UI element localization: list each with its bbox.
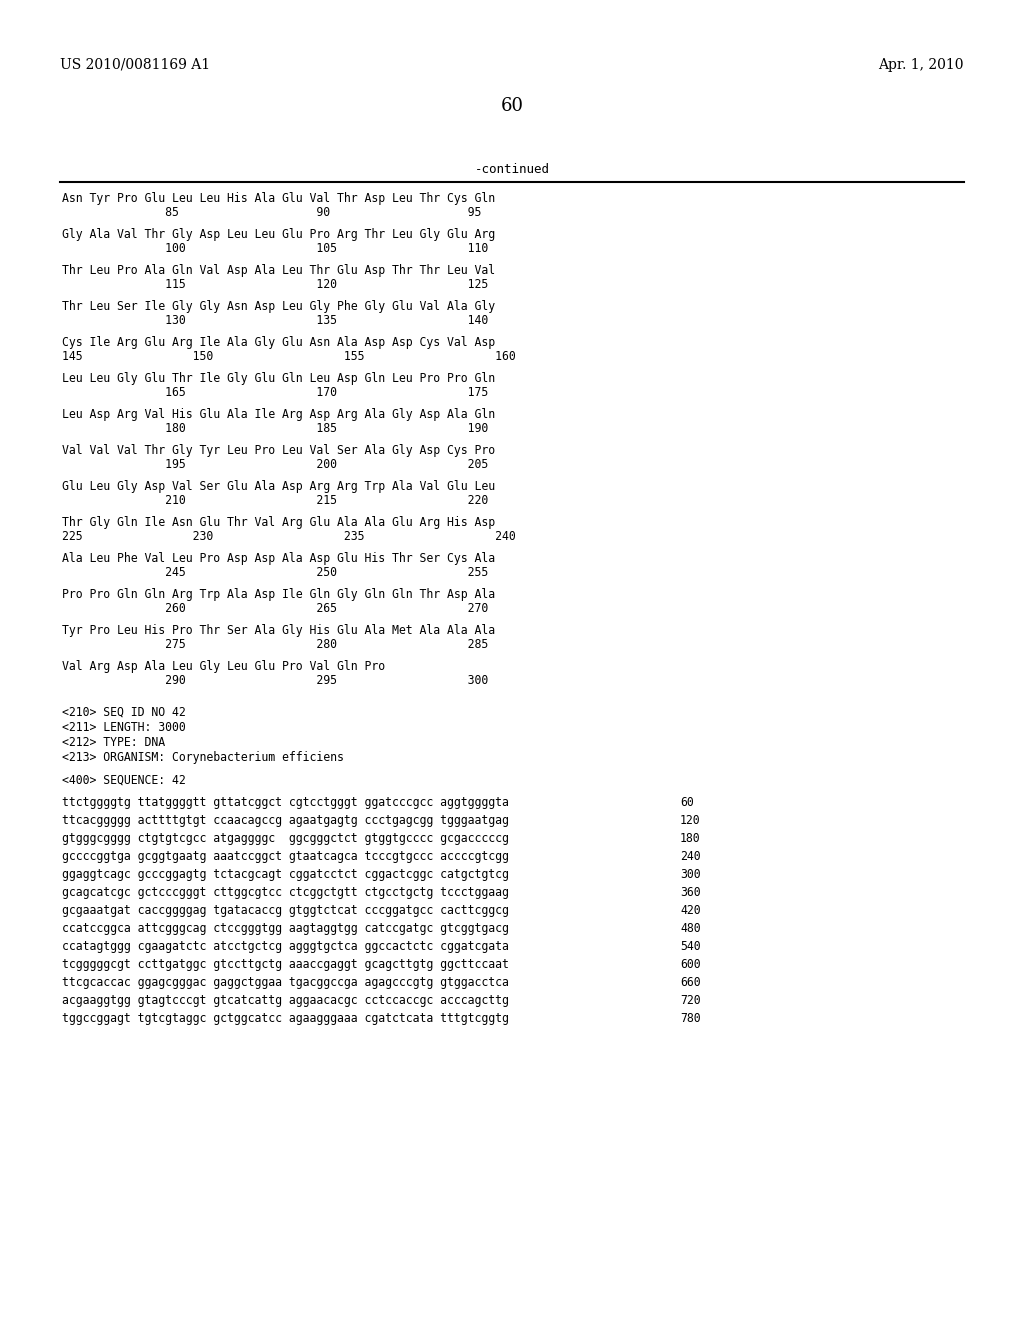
Text: 660: 660 bbox=[680, 975, 700, 989]
Text: 60: 60 bbox=[680, 796, 693, 809]
Text: 145                150                   155                   160: 145 150 155 160 bbox=[62, 350, 516, 363]
Text: 420: 420 bbox=[680, 904, 700, 917]
Text: gtgggcgggg ctgtgtcgcc atgaggggc  ggcgggctct gtggtgcccc gcgacccccg: gtgggcgggg ctgtgtcgcc atgaggggc ggcgggct… bbox=[62, 832, 509, 845]
Text: Ala Leu Phe Val Leu Pro Asp Asp Ala Asp Glu His Thr Ser Cys Ala: Ala Leu Phe Val Leu Pro Asp Asp Ala Asp … bbox=[62, 552, 496, 565]
Text: Gly Ala Val Thr Gly Asp Leu Leu Glu Pro Arg Thr Leu Gly Glu Arg: Gly Ala Val Thr Gly Asp Leu Leu Glu Pro … bbox=[62, 228, 496, 242]
Text: 120: 120 bbox=[680, 814, 700, 828]
Text: 60: 60 bbox=[501, 96, 523, 115]
Text: Glu Leu Gly Asp Val Ser Glu Ala Asp Arg Arg Trp Ala Val Glu Leu: Glu Leu Gly Asp Val Ser Glu Ala Asp Arg … bbox=[62, 480, 496, 492]
Text: 180                   185                   190: 180 185 190 bbox=[62, 422, 488, 436]
Text: <400> SEQUENCE: 42: <400> SEQUENCE: 42 bbox=[62, 774, 185, 787]
Text: 85                    90                    95: 85 90 95 bbox=[62, 206, 481, 219]
Text: 115                   120                   125: 115 120 125 bbox=[62, 279, 488, 290]
Text: 780: 780 bbox=[680, 1012, 700, 1026]
Text: 300: 300 bbox=[680, 869, 700, 880]
Text: 260                   265                   270: 260 265 270 bbox=[62, 602, 488, 615]
Text: tcgggggcgt ccttgatggc gtccttgctg aaaccgaggt gcagcttgtg ggcttccaat: tcgggggcgt ccttgatggc gtccttgctg aaaccga… bbox=[62, 958, 509, 972]
Text: 210                   215                   220: 210 215 220 bbox=[62, 494, 488, 507]
Text: 720: 720 bbox=[680, 994, 700, 1007]
Text: -continued: -continued bbox=[474, 162, 550, 176]
Text: US 2010/0081169 A1: US 2010/0081169 A1 bbox=[60, 58, 210, 73]
Text: 225                230                   235                   240: 225 230 235 240 bbox=[62, 531, 516, 543]
Text: Leu Asp Arg Val His Glu Ala Ile Arg Asp Arg Ala Gly Asp Ala Gln: Leu Asp Arg Val His Glu Ala Ile Arg Asp … bbox=[62, 408, 496, 421]
Text: 600: 600 bbox=[680, 958, 700, 972]
Text: 195                   200                   205: 195 200 205 bbox=[62, 458, 488, 471]
Text: 360: 360 bbox=[680, 886, 700, 899]
Text: 480: 480 bbox=[680, 921, 700, 935]
Text: Pro Pro Gln Gln Arg Trp Ala Asp Ile Gln Gly Gln Gln Thr Asp Ala: Pro Pro Gln Gln Arg Trp Ala Asp Ile Gln … bbox=[62, 587, 496, 601]
Text: <211> LENGTH: 3000: <211> LENGTH: 3000 bbox=[62, 721, 185, 734]
Text: Cys Ile Arg Glu Arg Ile Ala Gly Glu Asn Ala Asp Asp Cys Val Asp: Cys Ile Arg Glu Arg Ile Ala Gly Glu Asn … bbox=[62, 337, 496, 348]
Text: 240: 240 bbox=[680, 850, 700, 863]
Text: gccccggtga gcggtgaatg aaatccggct gtaatcagca tcccgtgccc accccgtcgg: gccccggtga gcggtgaatg aaatccggct gtaatca… bbox=[62, 850, 509, 863]
Text: Thr Leu Ser Ile Gly Gly Asn Asp Leu Gly Phe Gly Glu Val Ala Gly: Thr Leu Ser Ile Gly Gly Asn Asp Leu Gly … bbox=[62, 300, 496, 313]
Text: ttcacggggg acttttgtgt ccaacagccg agaatgagtg ccctgagcgg tgggaatgag: ttcacggggg acttttgtgt ccaacagccg agaatga… bbox=[62, 814, 509, 828]
Text: <213> ORGANISM: Corynebacterium efficiens: <213> ORGANISM: Corynebacterium efficien… bbox=[62, 751, 344, 764]
Text: Thr Leu Pro Ala Gln Val Asp Ala Leu Thr Glu Asp Thr Thr Leu Val: Thr Leu Pro Ala Gln Val Asp Ala Leu Thr … bbox=[62, 264, 496, 277]
Text: Val Val Val Thr Gly Tyr Leu Pro Leu Val Ser Ala Gly Asp Cys Pro: Val Val Val Thr Gly Tyr Leu Pro Leu Val … bbox=[62, 444, 496, 457]
Text: ccatagtggg cgaagatctc atcctgctcg agggtgctca ggccactctc cggatcgata: ccatagtggg cgaagatctc atcctgctcg agggtgc… bbox=[62, 940, 509, 953]
Text: acgaaggtgg gtagtcccgt gtcatcattg aggaacacgc cctccaccgc acccagcttg: acgaaggtgg gtagtcccgt gtcatcattg aggaaca… bbox=[62, 994, 509, 1007]
Text: 100                   105                   110: 100 105 110 bbox=[62, 242, 488, 255]
Text: 245                   250                   255: 245 250 255 bbox=[62, 566, 488, 579]
Text: ttcgcaccac ggagcgggac gaggctggaa tgacggccga agagcccgtg gtggacctca: ttcgcaccac ggagcgggac gaggctggaa tgacggc… bbox=[62, 975, 509, 989]
Text: 130                   135                   140: 130 135 140 bbox=[62, 314, 488, 327]
Text: Asn Tyr Pro Glu Leu Leu His Ala Glu Val Thr Asp Leu Thr Cys Gln: Asn Tyr Pro Glu Leu Leu His Ala Glu Val … bbox=[62, 191, 496, 205]
Text: 165                   170                   175: 165 170 175 bbox=[62, 385, 488, 399]
Text: ccatccggca attcgggcag ctccgggtgg aagtaggtgg catccgatgc gtcggtgacg: ccatccggca attcgggcag ctccgggtgg aagtagg… bbox=[62, 921, 509, 935]
Text: ggaggtcagc gcccggagtg tctacgcagt cggatcctct cggactcggc catgctgtcg: ggaggtcagc gcccggagtg tctacgcagt cggatcc… bbox=[62, 869, 509, 880]
Text: <210> SEQ ID NO 42: <210> SEQ ID NO 42 bbox=[62, 706, 185, 719]
Text: 290                   295                   300: 290 295 300 bbox=[62, 675, 488, 686]
Text: <212> TYPE: DNA: <212> TYPE: DNA bbox=[62, 737, 165, 748]
Text: 540: 540 bbox=[680, 940, 700, 953]
Text: Val Arg Asp Ala Leu Gly Leu Glu Pro Val Gln Pro: Val Arg Asp Ala Leu Gly Leu Glu Pro Val … bbox=[62, 660, 385, 673]
Text: gcagcatcgc gctcccgggt cttggcgtcc ctcggctgtt ctgcctgctg tccctggaag: gcagcatcgc gctcccgggt cttggcgtcc ctcggct… bbox=[62, 886, 509, 899]
Text: Apr. 1, 2010: Apr. 1, 2010 bbox=[879, 58, 964, 73]
Text: Leu Leu Gly Glu Thr Ile Gly Glu Gln Leu Asp Gln Leu Pro Pro Gln: Leu Leu Gly Glu Thr Ile Gly Glu Gln Leu … bbox=[62, 372, 496, 385]
Text: gcgaaatgat caccggggag tgatacaccg gtggtctcat cccggatgcc cacttcggcg: gcgaaatgat caccggggag tgatacaccg gtggtct… bbox=[62, 904, 509, 917]
Text: Tyr Pro Leu His Pro Thr Ser Ala Gly His Glu Ala Met Ala Ala Ala: Tyr Pro Leu His Pro Thr Ser Ala Gly His … bbox=[62, 624, 496, 638]
Text: 275                   280                   285: 275 280 285 bbox=[62, 638, 488, 651]
Text: 180: 180 bbox=[680, 832, 700, 845]
Text: Thr Gly Gln Ile Asn Glu Thr Val Arg Glu Ala Ala Glu Arg His Asp: Thr Gly Gln Ile Asn Glu Thr Val Arg Glu … bbox=[62, 516, 496, 529]
Text: tggccggagt tgtcgtaggc gctggcatcc agaagggaaa cgatctcata tttgtcggtg: tggccggagt tgtcgtaggc gctggcatcc agaaggg… bbox=[62, 1012, 509, 1026]
Text: ttctggggtg ttatggggtt gttatcggct cgtcctgggt ggatcccgcc aggtggggta: ttctggggtg ttatggggtt gttatcggct cgtcctg… bbox=[62, 796, 509, 809]
